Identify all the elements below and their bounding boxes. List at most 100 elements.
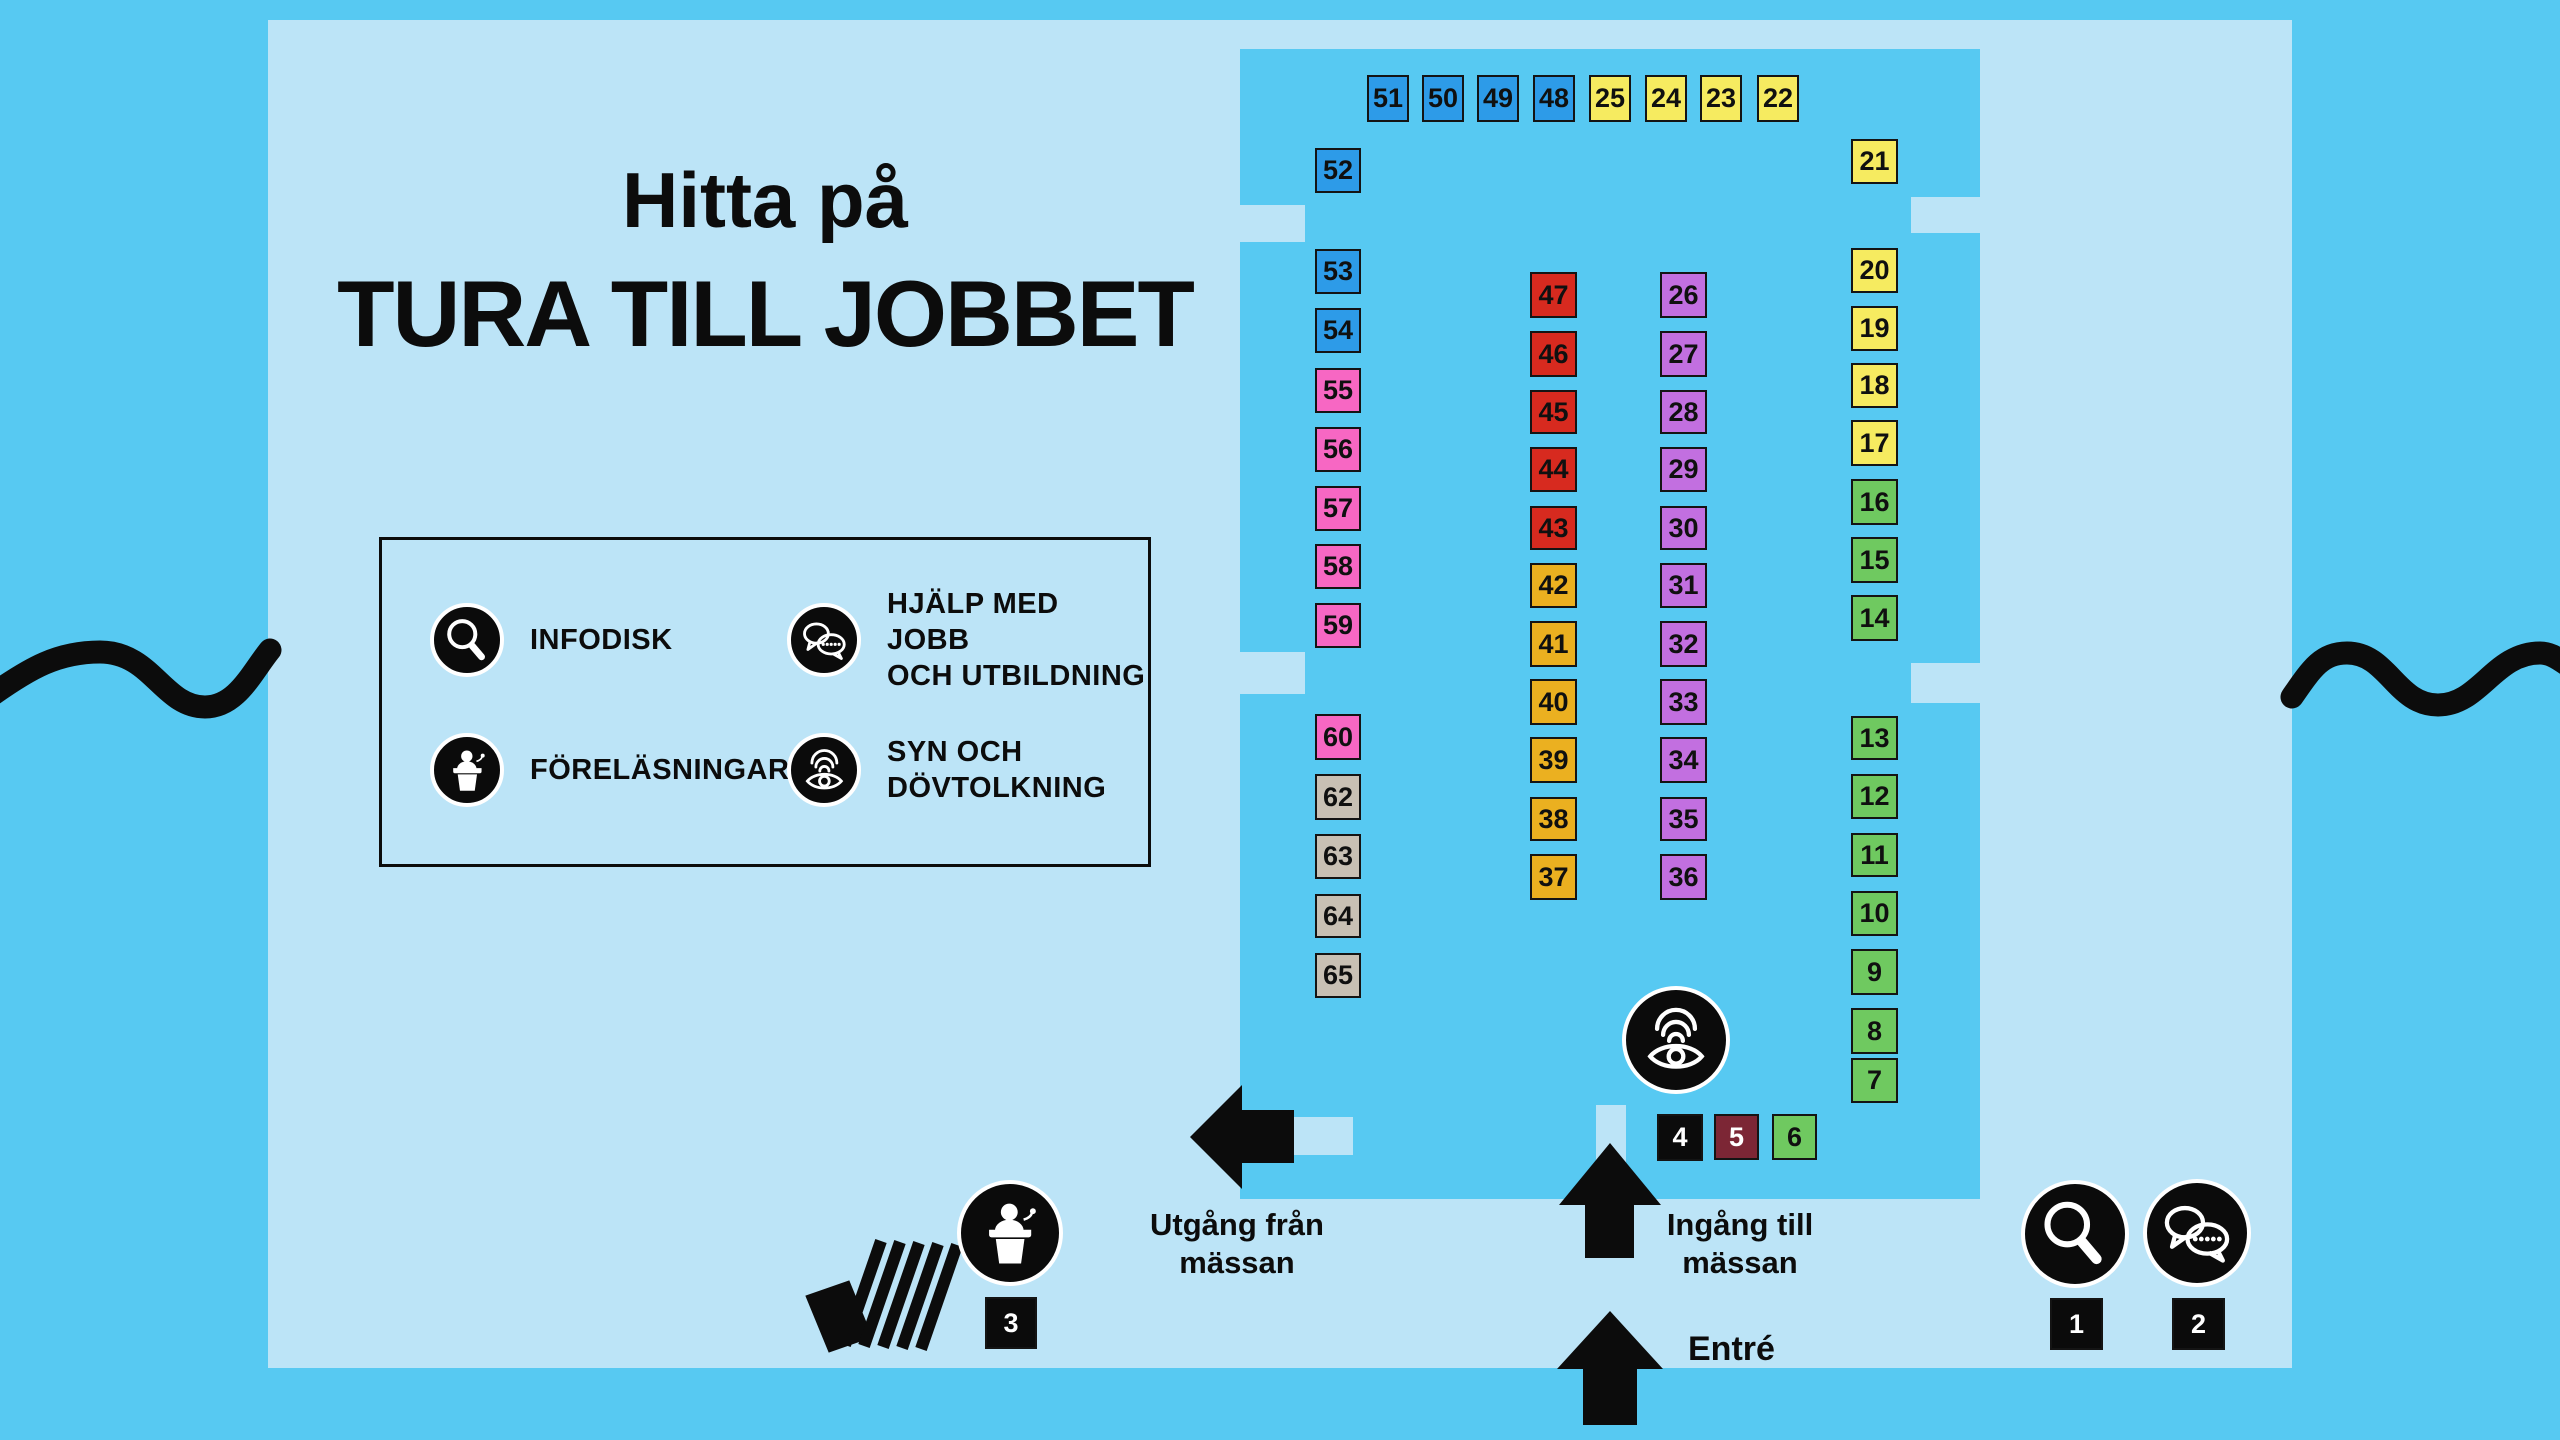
booth-32: 32 [1660,621,1707,667]
booth-62: 62 [1315,774,1361,820]
booth-54: 54 [1315,308,1361,353]
booth-41: 41 [1530,621,1577,667]
booth-1: 1 [2050,1298,2103,1350]
booth-63: 63 [1315,834,1361,879]
legend-label: INFODISK [530,624,673,656]
booth-48: 48 [1533,75,1575,122]
booth-59: 59 [1315,603,1361,648]
door-opening-6 [1596,1105,1626,1199]
booth-51: 51 [1367,75,1409,122]
booth-34: 34 [1660,737,1707,783]
booth-5: 5 [1714,1114,1759,1160]
door-opening-2 [1240,652,1305,694]
entrance-label-line1: Ingång till [1666,1207,1814,1242]
booth-7: 7 [1851,1058,1898,1103]
booth-3: 3 [985,1297,1037,1349]
vision-sign-language-icon [1622,986,1730,1094]
booth-26: 26 [1660,272,1707,318]
booth-55: 55 [1315,368,1361,413]
booth-49: 49 [1477,75,1519,122]
booth-12: 12 [1851,774,1898,819]
booth-4: 4 [1657,1114,1703,1161]
booth-6: 6 [1772,1114,1817,1160]
booth-65: 65 [1315,953,1361,998]
booth-10: 10 [1851,891,1898,936]
door-opening-5 [1293,1117,1353,1155]
legend-item-forelasningar: FÖRELÄSNINGAR [430,733,789,807]
booth-11: 11 [1851,833,1898,877]
booth-30: 30 [1660,506,1707,550]
booth-29: 29 [1660,447,1707,492]
booth-25: 25 [1589,75,1631,122]
door-opening-1 [1240,205,1305,242]
booth-16: 16 [1851,479,1898,525]
booth-46: 46 [1530,331,1577,377]
booth-2: 2 [2172,1298,2225,1350]
booth-19: 19 [1851,306,1898,351]
booth-44: 44 [1530,447,1577,492]
legend-label: SYN OCH DÖVTOLKNING [887,736,1107,804]
booth-20: 20 [1851,248,1898,293]
legend-label: HJÄLP MED JOBB OCH UTBILDNING [887,588,1146,692]
exit-label-line2: mässan [1179,1245,1295,1280]
title-line-1: Hitta på [621,156,909,244]
booth-13: 13 [1851,716,1898,760]
booth-53: 53 [1315,249,1361,294]
booth-60: 60 [1315,714,1361,760]
entrance-label-line2: mässan [1682,1245,1798,1280]
door-opening-4 [1911,663,1980,703]
booth-39: 39 [1530,737,1577,783]
magnifier-icon [430,603,504,677]
booth-50: 50 [1422,75,1464,122]
entrance-label: Ingång till mässan [1600,1206,1880,1282]
booth-28: 28 [1660,390,1707,434]
booth-8: 8 [1851,1008,1898,1054]
magnifier-icon [2021,1180,2129,1288]
legend-box: INFODISK HJÄLP MED JOBB OCH UTBILDNING F… [379,537,1151,867]
booth-42: 42 [1530,563,1577,608]
page-title: Hitta på TURA TILL JOBBET [265,155,1265,368]
booth-36: 36 [1660,854,1707,900]
booth-40: 40 [1530,679,1577,725]
wave-right-decoration [2280,641,2560,717]
booth-17: 17 [1851,420,1898,466]
booth-45: 45 [1530,390,1577,434]
booth-47: 47 [1530,272,1577,318]
exit-label-line1: Utgång från [1150,1207,1324,1242]
booth-52: 52 [1315,148,1361,193]
booth-24: 24 [1645,75,1687,122]
vision-sign-language-icon [787,733,861,807]
legend-label: FÖRELÄSNINGAR [530,754,790,786]
booth-33: 33 [1660,679,1707,725]
booth-31: 31 [1660,563,1707,608]
booth-14: 14 [1851,595,1898,641]
booth-64: 64 [1315,894,1361,938]
door-opening-3 [1911,197,1980,233]
booth-56: 56 [1315,427,1361,472]
legend-item-infodisk: INFODISK [430,603,673,677]
booth-58: 58 [1315,544,1361,589]
booth-38: 38 [1530,797,1577,841]
podium-icon [957,1180,1063,1286]
booth-9: 9 [1851,949,1898,995]
booth-18: 18 [1851,363,1898,408]
legend-item-syn-och-dovtolkning: SYN OCH DÖVTOLKNING [787,733,1106,807]
booth-23: 23 [1700,75,1742,122]
wave-left-decoration [0,638,282,719]
title-line-2: TURA TILL JOBBET [337,261,1195,366]
booth-37: 37 [1530,854,1577,900]
exit-label: Utgång från mässan [1097,1206,1377,1282]
speech-bubbles-icon [2143,1179,2251,1287]
booth-35: 35 [1660,797,1707,841]
booth-21: 21 [1851,139,1898,184]
booth-57: 57 [1315,486,1361,531]
booth-22: 22 [1757,75,1799,122]
podium-icon [430,733,504,807]
booth-27: 27 [1660,331,1707,377]
legend-item-hjalp-med-jobb: HJÄLP MED JOBB OCH UTBILDNING [787,588,1148,692]
booth-43: 43 [1530,506,1577,550]
booth-15: 15 [1851,537,1898,583]
entry-label: Entré [1688,1330,1775,1368]
speech-bubbles-icon [787,603,861,677]
